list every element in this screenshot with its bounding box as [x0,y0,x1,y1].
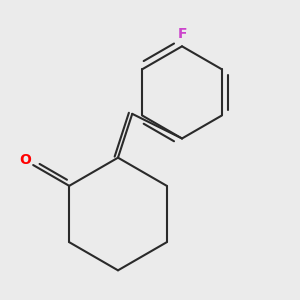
Text: O: O [20,153,32,167]
Text: F: F [177,26,187,40]
